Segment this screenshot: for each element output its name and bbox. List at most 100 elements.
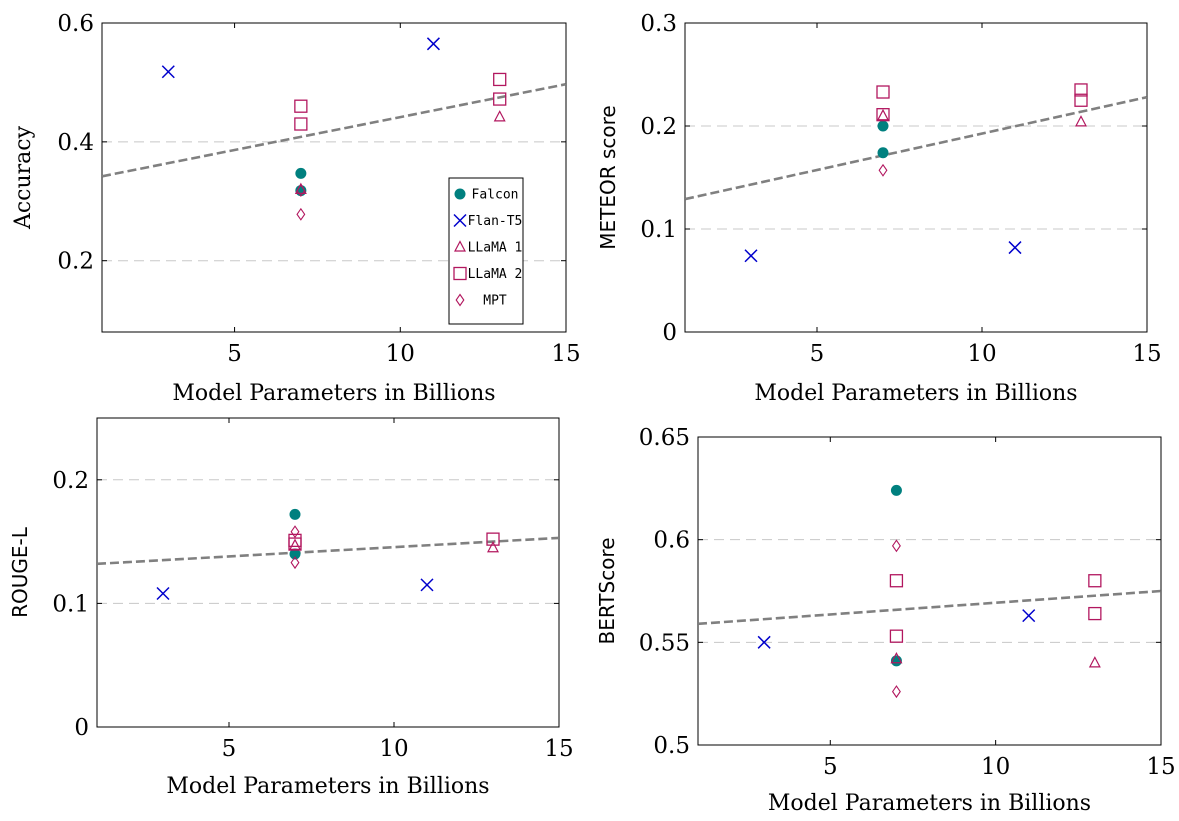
y-axis-label: Accuracy [11, 125, 36, 230]
mpt-point [455, 293, 465, 307]
legend-label: Falcon [472, 188, 519, 203]
legend-label: LLaMA 1 [468, 241, 523, 256]
axis-frame [697, 436, 1162, 746]
falcon-point [890, 484, 902, 496]
mpt-point [296, 184, 306, 198]
y-tick-label: 0.2 [57, 249, 94, 275]
x-tick-label: 15 [551, 341, 580, 367]
x-tick-label: 5 [823, 754, 838, 780]
x-axis-label: Model Parameters in Billions [768, 791, 1091, 816]
mpt-point [290, 525, 300, 539]
legend-label: LLaMA 2 [468, 267, 523, 282]
falcon-point [877, 147, 889, 159]
x-tick-label: 10 [386, 341, 415, 367]
y-tick-label: 0.2 [640, 114, 677, 140]
llama2-point [1074, 83, 1088, 97]
chart-panels: 5 10 15 0.2 0.4 0.6 Model Parameters in Billio… [8, 11, 1176, 816]
mpt-point [891, 539, 901, 553]
x-axis-label: Model Parameters in Billions [172, 381, 495, 406]
legend-label: Flan-T5 [468, 214, 523, 229]
bertscore-plot: 5 10 15 0.5 0.55 0.6 0.65 Model Parameters in B… [595, 425, 1176, 816]
llama2-point [493, 92, 507, 106]
llama2-point [876, 85, 890, 99]
axis-frame [684, 22, 1148, 333]
llama1-point [289, 538, 301, 550]
flan-t5-point [453, 213, 467, 228]
mpt-point [296, 207, 306, 221]
legend-label: MPT [483, 294, 507, 309]
llama1-point [1075, 115, 1087, 127]
accuracy-plot: 5 10 15 0.2 0.4 0.6 Model Parameters in Billio… [11, 11, 581, 406]
y-tick-label: 0.2 [52, 468, 89, 494]
llama2-point [486, 532, 500, 546]
y-axis-label: ROUGE-L [8, 526, 32, 618]
falcon-point [454, 188, 466, 200]
x-tick-label: 10 [981, 754, 1010, 780]
mpt-point [290, 556, 300, 570]
llama1-point [454, 240, 466, 252]
y-tick-label: 0 [74, 715, 89, 741]
y-axis-label: METEOR score [596, 105, 620, 249]
llama1-point [487, 540, 499, 553]
y-tick-label: 0.55 [639, 630, 690, 656]
meteor-plot: 5 10 15 0 0.1 0.2 0.3 Model Parameters in Billi… [596, 11, 1162, 406]
flan-t5-point [1022, 609, 1036, 623]
plot-area [698, 484, 1161, 699]
y-tick-label: 0.1 [52, 591, 89, 617]
x-tick-label: 10 [379, 736, 408, 762]
y-tick-label: 0.5 [653, 733, 690, 759]
x-tick-label: 10 [967, 341, 996, 367]
y-tick-label: 0.65 [639, 425, 690, 451]
llama2-point [453, 266, 467, 281]
llama2-point [1074, 93, 1088, 107]
mpt-point [878, 163, 888, 177]
trend-line [97, 536, 559, 566]
llama1-point [877, 108, 889, 121]
falcon-point [289, 548, 301, 560]
falcon-point [877, 120, 889, 132]
falcon-point [289, 508, 301, 520]
x-tick-label: 15 [1146, 754, 1175, 780]
llama1-point [493, 110, 506, 122]
y-tick-label: 0.3 [640, 11, 677, 37]
x-tick-label: 5 [810, 341, 825, 367]
plot-area [102, 37, 566, 221]
llama2-point [294, 117, 308, 131]
x-tick-label: 15 [1132, 341, 1161, 367]
trend-line [102, 82, 566, 178]
x-tick-label: 5 [222, 736, 237, 762]
plot-area [97, 508, 559, 601]
llama1-point [890, 651, 903, 664]
llama2-point [889, 629, 904, 643]
rouge-l-plot: 5 10 15 0 0.1 0.2 Model Parameters in Billions… [8, 417, 574, 799]
llama2-point [876, 108, 890, 122]
llama1-point [1088, 656, 1101, 668]
flan-t5-point [757, 635, 771, 649]
x-axis-label: Model Parameters in Billions [166, 774, 489, 799]
plot-area [685, 83, 1147, 263]
flan-t5-point [1008, 241, 1022, 255]
y-tick-label: 0.6 [653, 528, 690, 554]
flan-t5-point [744, 249, 758, 263]
mpt-point [891, 685, 901, 699]
flan-t5-point [426, 37, 440, 51]
falcon-point [295, 167, 307, 179]
llama2-point [889, 574, 904, 588]
x-axis-label: Model Parameters in Billions [754, 381, 1077, 406]
llama2-point [294, 99, 308, 113]
flan-t5-point [161, 65, 175, 79]
llama2-point [493, 72, 507, 87]
flan-t5-point [420, 578, 434, 592]
axis-frame [101, 22, 567, 333]
trend-line [685, 95, 1147, 201]
legend: Falcon Flan-T5 LLaMA 1 LLaMA 2 MPT [448, 177, 524, 325]
llama2-point [1088, 606, 1102, 621]
x-tick-label: 15 [544, 736, 573, 762]
y-tick-label: 0 [662, 320, 677, 346]
x-tick-label: 5 [227, 341, 242, 367]
axis-frame [96, 417, 560, 728]
y-tick-label: 0.4 [57, 130, 94, 156]
y-tick-label: 0.6 [57, 11, 94, 37]
y-axis-label: BERTScore [595, 537, 619, 644]
